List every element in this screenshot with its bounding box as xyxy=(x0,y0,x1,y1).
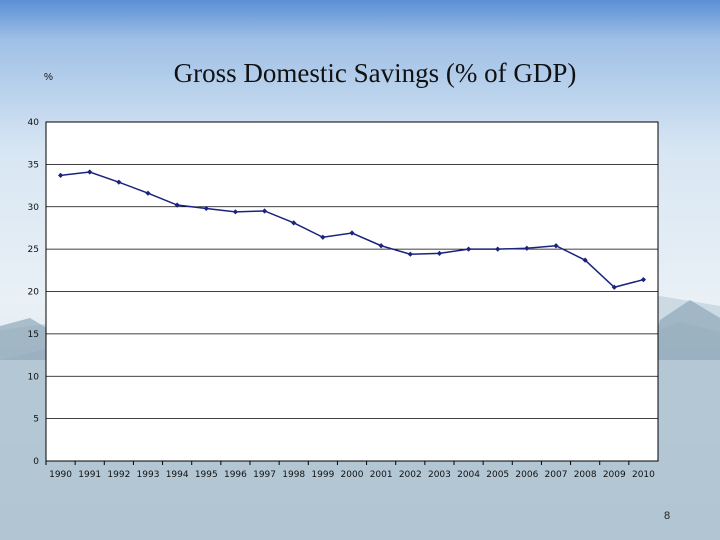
x-tick-label: 2009 xyxy=(603,470,626,480)
data-point-1996 xyxy=(232,209,239,215)
data-point-2004 xyxy=(465,246,472,252)
data-points xyxy=(57,169,647,290)
data-point-1992 xyxy=(116,179,122,185)
data-point-1994 xyxy=(174,202,180,208)
data-point-2007 xyxy=(553,243,559,249)
grid-lines xyxy=(46,121,658,462)
y-tick-label: 15 xyxy=(28,330,39,340)
x-tick-label: 1993 xyxy=(137,470,160,480)
data-point-1998 xyxy=(291,220,297,226)
data-point-2010 xyxy=(640,277,647,283)
data-point-2008 xyxy=(582,257,588,263)
y-axis-ticks: 0 5 10 15 20 25 30 35 40 xyxy=(28,118,40,467)
y-tick-label: 25 xyxy=(28,245,39,255)
x-tick-label: 1997 xyxy=(253,470,276,480)
data-point-2005 xyxy=(495,246,501,252)
data-point-2002 xyxy=(407,251,413,257)
data-point-1991 xyxy=(87,169,93,175)
data-point-2009 xyxy=(611,284,617,290)
data-point-1999 xyxy=(320,234,326,240)
x-tick-label: 2004 xyxy=(457,470,480,480)
data-point-1997 xyxy=(261,208,268,214)
y-tick-label: 0 xyxy=(33,457,39,467)
data-point-1993 xyxy=(145,190,151,196)
data-point-2000 xyxy=(349,230,355,236)
x-tick-label: 1998 xyxy=(282,470,305,480)
y-axis-unit-label: % xyxy=(44,72,53,83)
x-tick-label: 1994 xyxy=(166,470,189,480)
x-tick-label: 2002 xyxy=(399,470,422,480)
slide-title: Gross Domestic Savings (% of GDP) xyxy=(173,58,577,88)
page-number: 8 xyxy=(664,510,671,522)
data-point-2006 xyxy=(524,245,530,251)
x-tick-label: 1991 xyxy=(78,470,101,480)
x-tick-label: 1990 xyxy=(49,470,72,480)
x-tick-label: 2010 xyxy=(632,470,655,480)
y-tick-label: 10 xyxy=(28,372,40,382)
x-tick-label: 2008 xyxy=(574,470,597,480)
y-tick-label: 35 xyxy=(28,160,39,170)
x-tick-label: 2006 xyxy=(515,470,538,480)
x-tick-label: 1992 xyxy=(107,470,130,480)
data-point-2001 xyxy=(378,243,384,249)
x-tick-label: 2000 xyxy=(341,470,364,480)
x-tick-label: 1996 xyxy=(224,470,247,480)
x-axis-ticks: 1990 1991 1992 1993 1994 1995 1996 1997 1998 1999… xyxy=(45,461,655,480)
data-point-1990 xyxy=(57,172,64,178)
x-tick-label: 2005 xyxy=(486,470,509,480)
data-point-1995 xyxy=(203,205,209,212)
x-tick-label: 1999 xyxy=(311,470,334,480)
data-point-2003 xyxy=(436,250,443,256)
y-tick-label: 5 xyxy=(33,415,39,425)
y-tick-label: 40 xyxy=(28,118,40,128)
x-tick-label: 2003 xyxy=(428,470,451,480)
y-tick-label: 20 xyxy=(28,288,40,298)
y-tick-label: 30 xyxy=(28,203,40,213)
x-tick-label: 2007 xyxy=(545,470,568,480)
x-tick-label: 1995 xyxy=(195,470,218,480)
x-tick-label: 2001 xyxy=(370,470,393,480)
